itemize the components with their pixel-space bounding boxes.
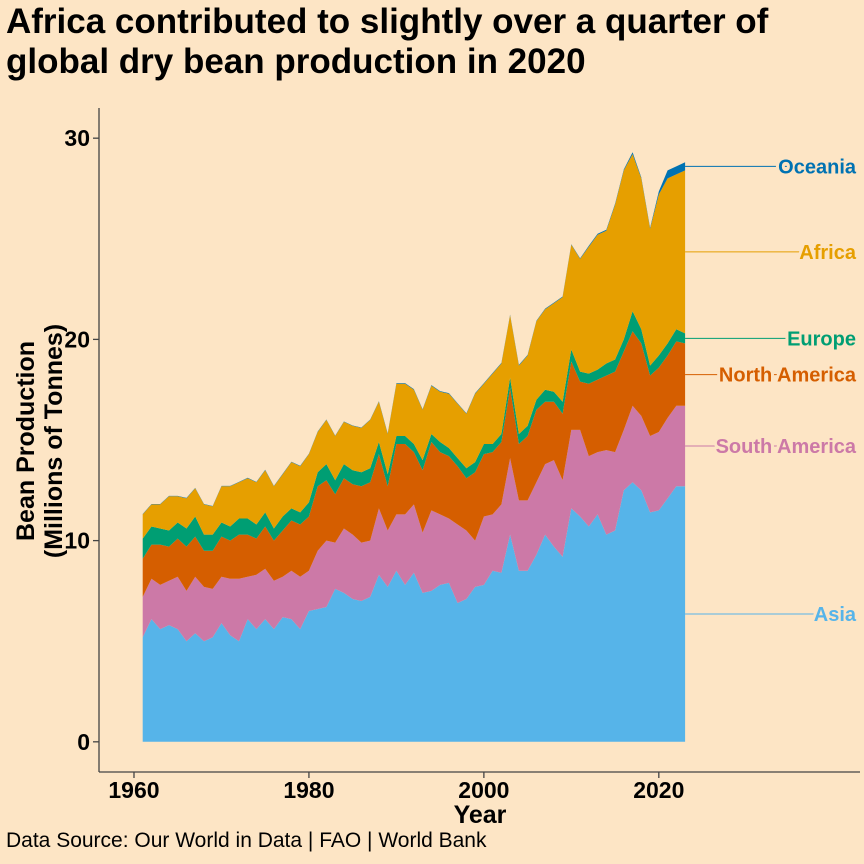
x-axis-title: Year	[454, 801, 507, 829]
y-tick-label: 10	[64, 528, 90, 554]
region-label-south-america: South America	[716, 436, 857, 458]
region-label-asia: Asia	[814, 604, 857, 626]
y-tick-label: 0	[77, 729, 90, 755]
data-source-caption: Data Source: Our World in Data | FAO | W…	[6, 829, 487, 852]
y-axis-title: Bean Production	[12, 341, 40, 541]
x-ticks: 1960 1980 2000 2020	[108, 772, 684, 803]
x-tick-label: 1960	[108, 777, 159, 803]
area-europe	[142, 311, 686, 559]
area-layers	[142, 152, 686, 742]
x-tick-label: 2000	[458, 777, 509, 803]
region-label-africa: Africa	[799, 242, 857, 264]
x-tick-label: 2020	[633, 777, 684, 803]
y-tick-label: 20	[64, 326, 90, 352]
y-ticks: 0 10 20 30	[64, 125, 99, 755]
chart-title: Africa contributed to slightly over a qu…	[6, 2, 769, 81]
y-tick-label: 30	[64, 125, 90, 151]
area-africa	[142, 154, 686, 539]
y-axis-title-units: (Millions of Tonnes)	[40, 324, 68, 558]
x-tick-label: 1980	[283, 777, 334, 803]
region-label-north-america: North America	[719, 365, 857, 387]
region-label-oceania: Oceania	[778, 156, 857, 178]
area-north-america	[142, 331, 686, 597]
region-labels: Oceania Africa Europe North America South Am…	[685, 153, 860, 629]
area-asia	[142, 482, 686, 742]
region-label-europe: Europe	[787, 328, 856, 350]
area-south-america	[142, 405, 686, 642]
